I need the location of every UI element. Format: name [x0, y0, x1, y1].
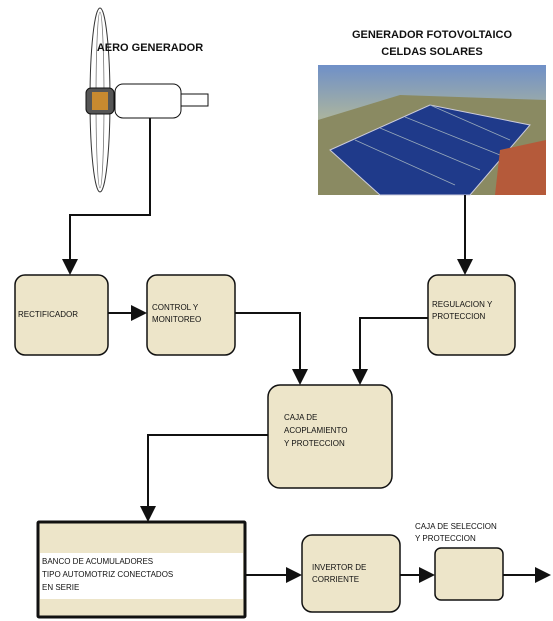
connector [235, 313, 300, 383]
node-label: CAJA DE SELECCION [415, 522, 497, 531]
box [302, 535, 400, 612]
node-label: CORRIENTE [312, 575, 359, 584]
solar-photo [318, 65, 546, 195]
node-label: EN SERIE [42, 583, 79, 592]
solar-title: GENERADOR FOTOVOLTAICO [352, 29, 513, 41]
solar-title: CELDAS SOLARES [381, 46, 482, 58]
node-label: CAJA DE [284, 413, 317, 422]
diagram: AERO GENERADOR GENERADOR FOTOVOLTAICO CE… [0, 0, 553, 621]
node-label: CONTROL Y [152, 303, 199, 312]
wind-turbine [86, 8, 208, 192]
node-label: PROTECCION [432, 312, 486, 321]
connector [70, 118, 150, 273]
connector [148, 435, 268, 520]
node-label: ACOPLAMIENTO [284, 426, 347, 435]
box [435, 548, 503, 600]
node-label: REGULACION Y [432, 300, 493, 309]
connector [360, 318, 428, 383]
node-label: INVERTOR DE [312, 563, 366, 572]
node-label: Y PROTECCION [284, 439, 345, 448]
node-label: Y PROTECCION [415, 534, 476, 543]
node-label: BANCO DE ACUMULADORES [42, 557, 153, 566]
box [268, 385, 392, 488]
node-label: RECTIFICADOR [18, 310, 78, 319]
wind-title: AERO GENERADOR [97, 42, 203, 54]
node-label: MONITOREO [152, 315, 201, 324]
node-label: TIPO AUTOMOTRIZ CONECTADOS [42, 570, 173, 579]
